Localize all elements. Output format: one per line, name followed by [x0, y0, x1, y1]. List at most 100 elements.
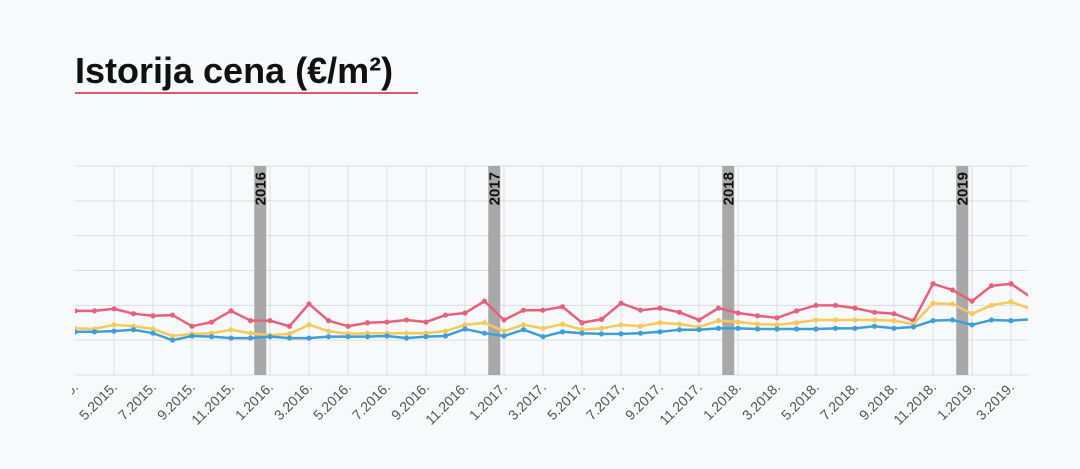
data-point	[540, 307, 546, 313]
x-tick-label: 11.2016.	[422, 379, 471, 428]
data-point	[637, 323, 644, 329]
x-tick-label: 3.2015.	[37, 379, 81, 423]
x-tick-label: 1.2016.	[232, 379, 276, 423]
data-point	[598, 331, 605, 337]
data-point	[852, 325, 858, 331]
x-tick-label: 5.2015.	[76, 379, 120, 423]
data-point	[540, 334, 546, 340]
data-point	[520, 327, 527, 333]
data-point	[715, 325, 722, 331]
data-point	[442, 312, 449, 318]
data-point	[735, 319, 741, 325]
data-point	[1008, 281, 1014, 287]
data-point	[189, 333, 195, 339]
x-tick-label: 3.2016.	[271, 379, 315, 423]
data-point	[403, 330, 410, 336]
data-point	[676, 309, 683, 315]
data-point	[345, 334, 351, 340]
data-point	[949, 287, 956, 293]
data-point	[793, 326, 800, 332]
data-point	[228, 327, 234, 333]
data-point	[988, 302, 995, 308]
plot-area	[75, 166, 1028, 375]
data-point	[657, 305, 663, 311]
x-tick-label: 3.2019.	[973, 379, 1017, 423]
data-point	[657, 320, 663, 326]
data-point	[969, 298, 975, 304]
x-tick-label: 11.2017.	[656, 379, 705, 428]
x-tick-label: 1.2017.	[466, 379, 510, 423]
data-point	[852, 305, 858, 311]
data-point	[715, 318, 722, 324]
x-tick-label: 5.2018.	[778, 379, 822, 423]
data-point	[267, 318, 273, 324]
x-tick-label: 5.2017.	[544, 379, 588, 423]
data-point	[696, 317, 702, 323]
data-point	[150, 313, 156, 319]
data-point	[325, 328, 332, 334]
data-point	[598, 316, 605, 322]
grid	[75, 165, 1028, 376]
year-label: 2017	[486, 172, 503, 205]
data-point	[169, 337, 176, 343]
data-point	[754, 321, 761, 327]
x-tick-label: 1.2019.	[934, 379, 978, 423]
data-point	[813, 302, 819, 308]
data-point	[208, 334, 215, 340]
data-point	[559, 304, 566, 310]
data-point	[325, 318, 332, 324]
data-point	[754, 313, 761, 319]
data-point	[501, 317, 507, 323]
data-point	[559, 329, 566, 335]
data-point	[832, 302, 839, 308]
data-point	[111, 322, 117, 328]
data-point	[891, 311, 897, 317]
chart-title: Istorija cena (€/m²)	[75, 50, 393, 91]
data-point	[579, 320, 585, 326]
data-point	[813, 317, 819, 323]
data-point	[891, 325, 897, 331]
data-point	[774, 326, 780, 332]
data-point	[1027, 296, 1028, 298]
data-point	[150, 330, 156, 336]
x-tick-label: 3.2017.	[505, 379, 549, 423]
data-point	[871, 317, 878, 323]
title-underline	[75, 92, 418, 94]
data-point	[462, 310, 468, 316]
data-point	[579, 330, 585, 336]
data-point	[91, 329, 98, 335]
data-point	[247, 318, 254, 324]
data-point	[618, 331, 624, 337]
data-point	[247, 335, 254, 341]
data-point	[774, 315, 780, 321]
year-label: 2016	[252, 172, 269, 205]
year-marker	[254, 166, 267, 375]
data-point	[208, 319, 215, 325]
data-point	[364, 334, 371, 340]
data-point	[754, 326, 761, 332]
data-point	[481, 298, 488, 304]
data-point	[969, 322, 975, 328]
data-point	[735, 310, 741, 316]
data-point	[520, 322, 527, 328]
series-line	[75, 300, 1028, 338]
data-point	[793, 308, 800, 314]
data-point	[871, 309, 878, 315]
data-point	[637, 307, 644, 313]
data-point	[75, 329, 78, 335]
data-point	[540, 325, 546, 331]
data-point	[910, 324, 917, 330]
data-point	[735, 325, 741, 331]
x-tick-label: 11.2018.	[890, 379, 939, 428]
data-point	[676, 327, 683, 333]
data-point	[657, 329, 663, 335]
data-point	[169, 333, 176, 339]
data-point	[1008, 299, 1014, 305]
x-tick-label: 3.2018.	[739, 379, 783, 423]
data-point	[442, 333, 449, 339]
x-tick-label: 7.2018.	[817, 379, 861, 423]
data-point	[345, 323, 351, 329]
data-point	[618, 300, 624, 306]
